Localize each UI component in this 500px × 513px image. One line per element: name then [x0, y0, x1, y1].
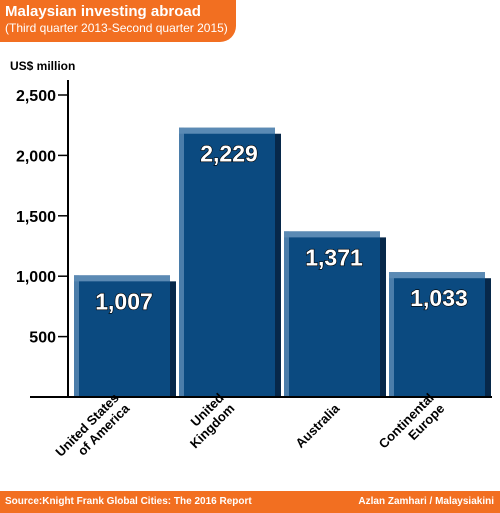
bar [284, 231, 380, 397]
y-tick-label: 500 [29, 330, 56, 347]
chart-subtitle: (Third quarter 2013-Second quarter 2015) [5, 21, 228, 35]
credit-note: Azlan Zamhari / Malaysiakini [358, 496, 494, 507]
title-banner: Malaysian investing abroad (Third quarte… [0, 0, 236, 42]
bar-top-highlight [74, 275, 170, 282]
y-tick-label: 1,000 [16, 269, 56, 286]
bar-left-highlight [389, 272, 394, 397]
bar-top-highlight [389, 272, 485, 279]
bar [389, 272, 485, 397]
bar-top-highlight [179, 127, 275, 134]
y-axis-label: US$ million [10, 59, 75, 73]
y-tick-label: 1,500 [16, 209, 56, 226]
footer-bar: Source:Knight Frank Global Cities: The 2… [0, 491, 500, 513]
bar [74, 275, 170, 397]
x-tick-label: Australia [292, 400, 342, 450]
bar-value-label: 2,229 [200, 141, 258, 167]
y-tick-label: 2,500 [16, 88, 56, 105]
x-tick-label-line: Australia [292, 400, 342, 450]
bar [179, 127, 275, 397]
bar-top-highlight [284, 231, 380, 238]
bar-left-highlight [284, 231, 289, 397]
chart-title: Malaysian investing abroad [5, 3, 201, 20]
bar-left-highlight [179, 127, 184, 397]
bar-value-label: 1,033 [410, 285, 468, 311]
bar-left-highlight [74, 275, 79, 397]
bar-value-label: 1,007 [95, 288, 153, 314]
bar-value-label: 1,371 [305, 244, 363, 270]
y-tick-label: 2,000 [16, 148, 56, 165]
bar-chart: US$ million 500 1,000 1,500 2,000 2,500 1,007 U… [10, 59, 492, 460]
source-note: Source:Knight Frank Global Cities: The 2… [5, 496, 252, 507]
